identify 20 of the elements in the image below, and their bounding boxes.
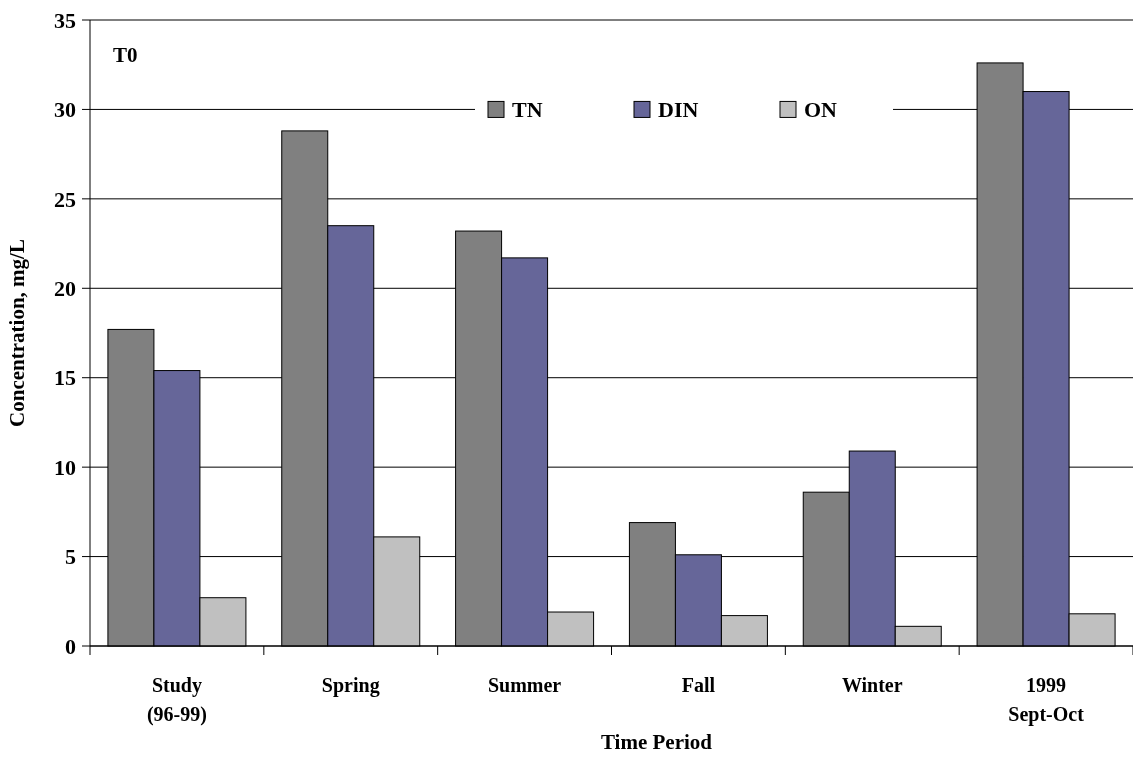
x-tick-label: Study (96-99)	[146, 674, 207, 726]
legend-label: TN	[512, 97, 543, 123]
y-tick-label: 25	[54, 186, 76, 212]
y-tick-label: 10	[54, 454, 76, 480]
y-tick-label: 35	[54, 7, 76, 33]
y-tick-label: 20	[54, 275, 76, 301]
x-tick-label: Fall	[681, 674, 716, 696]
x-tick-label: Spring	[321, 674, 380, 697]
x-tick-label: Summer	[487, 674, 562, 696]
legend-label: DIN	[658, 97, 699, 123]
x-tick-label: Winter	[841, 674, 903, 696]
legend-label: ON	[804, 97, 838, 123]
text: T0	[113, 43, 138, 67]
y-tick-label: 30	[54, 97, 76, 123]
y-tick-label: 15	[54, 365, 76, 391]
y-axis-title: Concentration, mg/L	[5, 239, 29, 427]
y-tick-label: 0	[65, 633, 76, 659]
x-tick-label: 1999 Sept-Oct	[1008, 674, 1085, 726]
y-tick-label: 5	[65, 544, 76, 570]
x-axis-title: Time Period	[600, 730, 713, 754]
